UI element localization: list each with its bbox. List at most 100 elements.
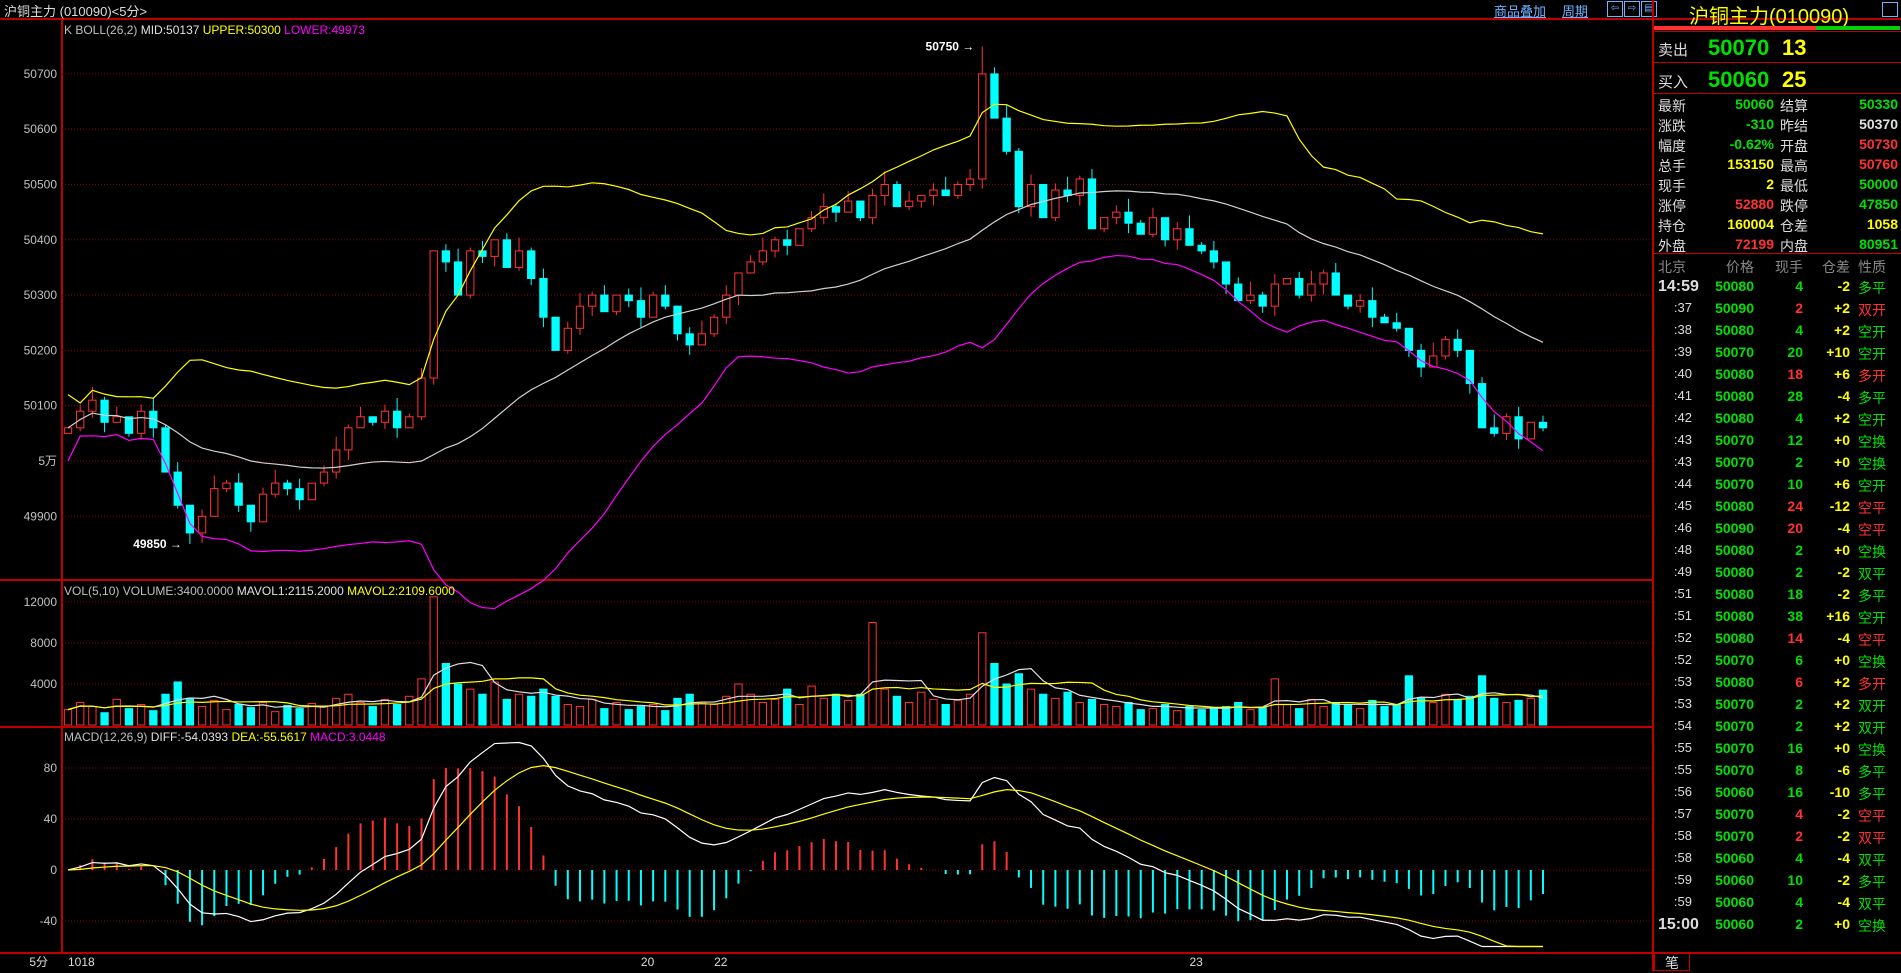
trade-volume: 2 [1795,696,1803,712]
axis-tick-label: 50200 [24,343,58,357]
trade-nature: 多平 [1858,764,1886,780]
candle-body [1307,283,1316,296]
stat-label: 幅度 [1658,138,1686,154]
trade-volume: 10 [1787,872,1803,888]
stat-value: 153150 [1727,156,1774,172]
candle-body [1246,294,1255,302]
candle-body [953,184,963,197]
candle-body [673,305,682,335]
volume-bar [1051,697,1060,726]
volume-bar [953,699,963,726]
volume-bar [1295,708,1304,726]
axis-tick-label: 50500 [24,178,58,192]
trade-header: 现手 [1775,259,1803,275]
volume-bar [1465,695,1475,726]
trade-time: :55 [1673,740,1692,755]
volume-bar [332,697,341,726]
volume-bar [527,695,536,726]
boll-upper: UPPER:50300 [202,23,281,37]
volume-bar [734,683,743,726]
volume-bar [466,688,475,726]
volume-bar [490,681,499,726]
candle-body [405,416,414,429]
axis-tick-label: 5万 [38,454,57,468]
stat-value: 80951 [1859,236,1898,252]
candle-body [222,482,231,490]
volume-bar [1441,693,1450,726]
trade-volume: 2 [1795,454,1803,470]
volume-bar [770,698,780,726]
axis-tick-label: 50600 [24,122,58,136]
layout-icon[interactable]: ▤ [1641,1,1657,17]
volume-bar [197,706,207,726]
candle-body [124,416,134,434]
candle-body [539,278,548,318]
volume-bar [551,695,560,726]
overlay-commodity-link[interactable]: 商品叠加 [1494,4,1547,19]
mavol2-line [67,677,1544,711]
trade-oi-change: +2 [1834,696,1850,712]
vol-name: VOL(5,10) [64,584,120,598]
volume-bar [722,695,731,726]
boll-name: K BOLL(26,2) [64,23,138,37]
candle-body [173,471,182,506]
candle-body [502,239,511,268]
buy-pressure-bar [1654,26,1816,30]
candle-body [1538,421,1548,429]
maximize-icon[interactable] [1882,2,1898,17]
volume-bar [392,704,402,726]
volume-bar [1173,710,1182,726]
volume-bar [1185,706,1194,726]
trade-oi-change: +6 [1834,366,1850,382]
candle-body [1270,283,1279,307]
boll-lower: LOWER:49973 [284,23,365,37]
stat-value: 50370 [1859,116,1898,132]
trade-time: :39 [1673,344,1692,359]
trade-nature: 多开 [1858,676,1886,692]
candle-body [319,471,329,484]
trade-nature: 多平 [1858,280,1886,296]
trade-header: 性质 [1858,259,1886,275]
candle-body [612,294,621,313]
candle-body [1526,421,1535,440]
trade-volume: 24 [1787,498,1803,514]
trade-price: 50070 [1715,828,1754,844]
arrow-right-icon[interactable]: ⇨ [1624,1,1640,17]
volume-bar [539,688,548,726]
boll-mid-line [67,190,1544,469]
stat-value: 50730 [1859,136,1898,152]
candle-body [1026,184,1036,208]
axis-tick-label: 8000 [30,636,57,650]
trade-nature: 空换 [1858,654,1886,670]
candle-body [1185,228,1194,246]
min-price-label: 49850 → [133,537,182,551]
volume-bar [904,701,914,726]
trade-oi-change: -4 [1837,388,1850,404]
volume-bar [429,596,438,726]
volume-bar [1221,706,1231,726]
volume-bar [990,663,999,726]
axis-tick-label: 40 [44,812,58,826]
period-link[interactable]: 周期 [1562,4,1589,19]
trade-nature: 双平 [1858,852,1886,868]
candle-body [770,239,780,252]
volume-bar [624,709,633,726]
candle-body [429,250,438,379]
candle-body [88,399,97,412]
tab-ticks[interactable]: 笔 [1654,953,1690,971]
candle-body [380,410,390,423]
candle-body [575,305,585,329]
arrow-left-icon[interactable]: ⇦ [1607,1,1623,17]
trade-price: 50080 [1715,278,1754,294]
quote-title: 沪铜主力(010090) [1688,6,1850,28]
candle-body [1404,327,1414,351]
candle-body [758,250,767,263]
candle-body [868,195,877,219]
volume-bar [441,663,451,726]
volume-bar [978,632,987,726]
candle-body [1477,383,1487,429]
volume-bar [63,709,73,726]
volume-bar [124,708,134,726]
candle-body [1124,211,1133,224]
